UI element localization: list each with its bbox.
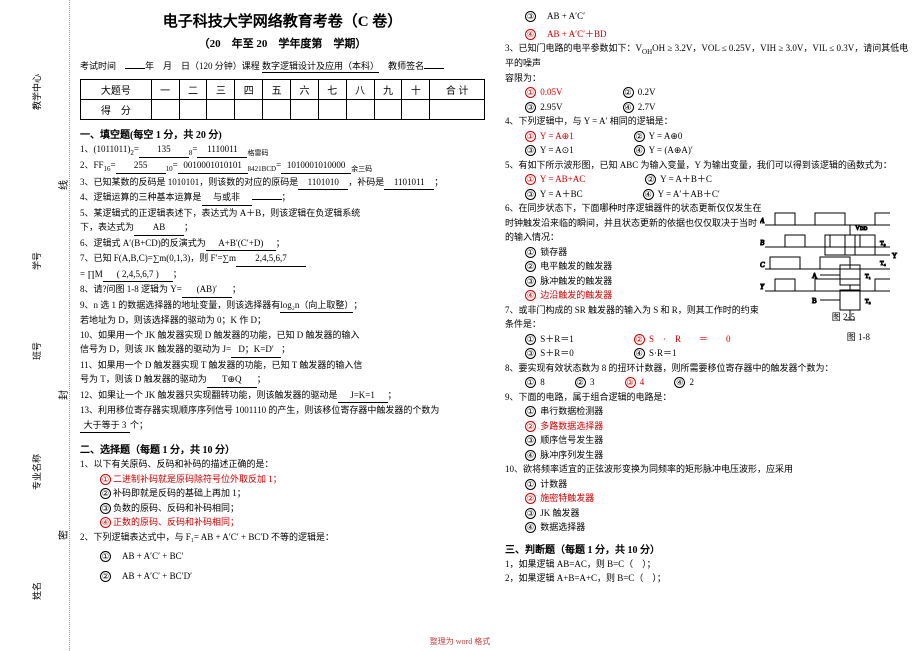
content-area: 电子科技大学网络教育考卷（C 卷） （20 年至 20 学年度第 学期） 考试时… [80,10,910,587]
mc5: 5、有如下所示波形图，已知 ABC 为输入变量，Y 为输出变量，我们可以得到该逻… [505,159,910,173]
mc1b: ②补码即就是反码的基础上再加 1； [80,487,485,501]
q1: 1、(1011011)2=1358=1110011格雷码 [80,143,485,158]
q4: 4、逻辑运算的三种基本运算是与或非； [80,191,485,206]
q3: 3、已知某数的反码是 1010101，则该数的对应的原码是1101010，补码是… [80,176,485,191]
q12: 12、如果让一个 JK 触发器只实现翻转功能，则该触发器的驱动是J=K=1； [80,389,485,404]
footer: 整理为 word 格式 [0,636,920,647]
tf1: 1，如果逻辑 AB=AC，则 B=C（ ）； [505,558,910,572]
svg-text:C: C [760,261,765,269]
mc7-opts1: ① S＋R＝1 ② S · R ＝ 0 [505,333,910,347]
svg-text:A: A [760,217,765,225]
q7: 7、已知 F(A,B,C)=∑m(0,1,3)，则 F′=∑m2,4,5,6,7 [80,252,485,267]
q2: 2、FF16=25510=00100010101018421BCD=101000… [80,159,485,174]
mc3-opts2: ③ 2.95V ④ 2.7V [505,101,910,115]
mc1d: ④正数的原码、反码和补码相同； [80,516,485,530]
binding-major: 专业名称 [30,454,43,490]
section1-title: 一、填空题(每空 1 分，共 20 分) [80,126,485,141]
section3-title: 三、判断题（每题 1 分，共 10 分） [505,541,910,556]
right-column: ③ AB + A′C′ ④ AB + A′C′＋BD 3、已知门电路的电平参数如… [505,10,910,587]
mc5-opts1: ① Y = AB+AC ② Y = A＋B＋C [505,173,910,187]
q10: 10、如果用一个 JK 触发器实现 D 触发器的功能，已知 D 触发器的输入 [80,329,485,343]
mc10c-opt: ③ JK 触发器 [505,507,910,521]
mc4-opts1: ① Y = A⊕1 ② Y = A⊕0 [505,130,910,144]
binding-class: 班号 [30,342,43,360]
q6: 6、逻辑式 A′(B+CD)的反演式为A+B′(C′+D)； [80,237,485,252]
svg-text:Y: Y [760,283,765,291]
mc2d: ④ AB + A′C′＋BD [505,28,910,42]
mc8-opts: ① 8 ② 3 ③ 4 ④ 2 [505,376,910,390]
left-column: 电子科技大学网络教育考卷（C 卷） （20 年至 20 学年度第 学期） 考试时… [80,10,485,587]
exam-title: 电子科技大学网络教育考卷（C 卷） [80,10,485,31]
mc9b-opt: ② 多路数据选择器 [505,420,910,434]
q5b: 下，表达式为AB； [80,221,485,236]
q13b: 大于等于 3个； [80,419,485,434]
q13: 13、利用移位寄存器实现顺序序列信号 1001110 的产生，则该移位寄存器中触… [80,404,485,418]
tf2: 2，如果逻辑 A+B=A+C，则 B=C（ ）； [505,572,910,586]
mc1c: ③负数的原码、反码和补码相同； [80,502,485,516]
q10b: 信号为 D，则该 JK 触发器的驱动为 J=D；K=D′； [80,343,485,358]
mc4-opts2: ③ Y = A⊙1 ④ Y = (A⊕A)′ [505,144,910,158]
mc3-opts1: ① 0.05V ② 0.2V [505,86,910,100]
q8: 8、请?问图 1-8 逻辑为 Y=(AB)′； [80,283,485,298]
mc9d-opt: ④ 脉冲序列发生器 [505,449,910,463]
mc7-opts2: ③ S＋R＝0 ④ S·R＝1 [505,347,910,361]
exam-info: 考试时间 年 月 日（120 分钟）课程 数字逻辑设计及应用（本科） 教师签名 [80,59,485,73]
mc10b-opt: ② 施密特触发器 [505,492,910,506]
seal-mi: 密 [55,530,70,540]
binding-name: 姓名 [30,582,43,600]
mc10a-opt: ① 计数器 [505,478,910,492]
fig2-label: 图 2-5 [832,310,855,323]
binding-id: 学号 [30,252,43,270]
q11b: 号为 T，则该 D 触发器的驱动为T⊕Q； [80,373,485,388]
binding-margin: 姓名 密 专业名称 封 班号 学号 线 教学中心 [0,0,70,651]
mc10d-opt: ④ 数据选择器 [505,521,910,535]
mc8: 8、要实现有效状态数为 8 的扭环计数器，则所需要移位寄存器中的触发器个数为： [505,362,910,376]
binding-center: 教学中心 [30,74,43,110]
mc3: 3、已知门电路的电平参数如下：VOHOH ≥ 3.2V，VOL ≤ 0.25V，… [505,42,910,71]
seal-xian: 线 [55,180,70,190]
exam-subtitle: （20 年至 20 学年度第 学期） [80,35,485,51]
section2-title: 二、选择题（每题 1 分，共 10 分） [80,441,485,456]
mc10: 10、欲将频率适宜的正弦波形变换为同频率的矩形脉冲电压波形，应采用 [505,463,910,477]
mc5-opts2: ③ Y = A＋BC ④ Y = A′＋AB＋C′ [505,188,910,202]
mc9c-opt: ③ 顺序信号发生器 [505,434,910,448]
mc2c: ③ AB + A′C′ [505,10,910,24]
mc1: 1、以下有关原码、反码和补码的描述正确的是： [80,458,485,472]
q9: 9、n 选 1 的数据选择器的地址变量，则该选择器有log₂n（向上取整）； [80,299,485,314]
score-row1-label: 大题号 [81,80,152,100]
mc1a: ①二进制补码就是原码除符号位外取反加 1； [80,473,485,487]
mc3q: 容限为： [505,72,910,86]
q9b: 若地址为 D，则该选择器的驱动为 0；K 作 D； [80,314,485,328]
mc9: 9、下面的电路，属于组合逻辑的电路是： [505,391,910,405]
score-row2-label: 得 分 [81,100,152,120]
score-table: 大题号 一 二 三 四 五 六 七 八 九 十 合 计 得 分 [80,79,485,120]
mc2: 2、下列逻辑表达式中，与 F₁= AB + A′C′ + BC′D 不等的逻辑是… [80,531,485,545]
mc2a: ① AB + A′C′ + BC′ [80,550,485,564]
q11: 11、如果用一个 D 触发器实现 T 触发器的功能，已知 T 触发器的输入信 [80,359,485,373]
q5: 5、某逻辑式的正逻辑表述下，表达式为 A＋B，则该逻辑在负逻辑系统 [80,207,485,221]
seal-feng: 封 [55,390,70,400]
mc4: 4、下列逻辑中，与 Y = A′ 相同的逻辑是： [505,115,910,129]
q7b: = ∏M( 2,4,5,6,7 )； [80,268,485,283]
timing-figure: A B C Y [760,205,900,305]
svg-text:B: B [760,239,765,247]
mc2b: ② AB + A′C′ + BC′D′ [80,570,485,584]
mc9a-opt: ① 串行数据检测器 [505,405,910,419]
